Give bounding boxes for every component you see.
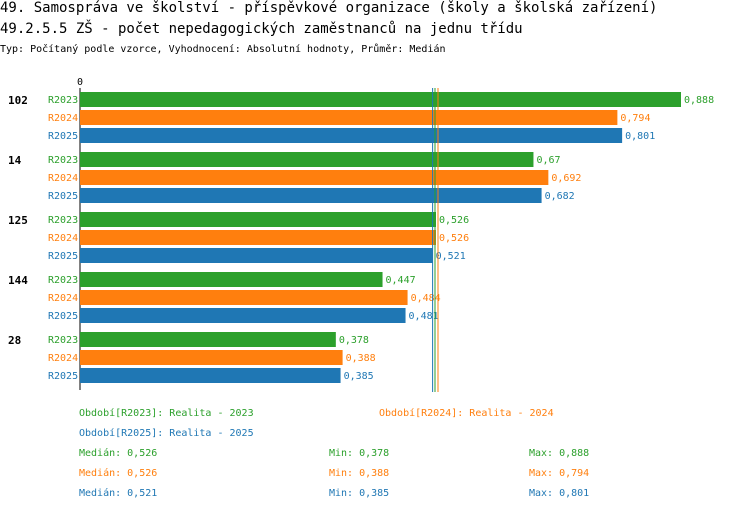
series-label-R2024: R2024 [48,113,78,124]
series-label-R2023: R2023 [48,95,78,106]
data-label-144-R2023: 0,447 [386,275,416,286]
stat-max-r2024: Max: 0,794 [529,468,590,479]
bar-102-R2023 [80,92,681,107]
stat-median-r2025: Medián: 0,521 [79,488,158,499]
data-label-125-R2025: 0,521 [436,251,466,262]
legend-r2025: Období[R2025]: Realita - 2025 [79,428,254,439]
series-label-R2025: R2025 [48,191,78,202]
series-label-R2023: R2023 [48,335,78,346]
bar-144-R2023 [80,272,383,287]
chart-subtitle: 49.2.5.5 ZŠ - počet nepedagogických zamě… [0,21,523,37]
data-label-102-R2023: 0,888 [684,95,714,106]
category-label-28: 28 [8,334,21,347]
bar-125-R2024 [80,230,436,245]
series-label-R2025: R2025 [48,131,78,142]
bar-14-R2024 [80,170,549,185]
stat-max-r2025: Max: 0,801 [529,488,590,499]
stat-max-r2023: Max: 0,888 [529,448,590,459]
series-label-R2024: R2024 [48,173,78,184]
data-label-125-R2024: 0,526 [439,233,469,244]
data-label-102-R2024: 0,794 [620,113,650,124]
bar-14-R2025 [80,188,542,203]
series-label-R2024: R2024 [48,353,78,364]
legend-r2023: Období[R2023]: Realita - 2023 [79,408,254,419]
category-label-125: 125 [8,214,28,227]
data-label-144-R2024: 0,484 [411,293,441,304]
legend-r2024: Období[R2024]: Realita - 2024 [379,408,554,419]
data-label-14-R2025: 0,682 [545,191,575,202]
data-label-28-R2025: 0,385 [344,371,374,382]
category-label-102: 102 [8,94,28,107]
bar-102-R2025 [80,128,623,143]
series-label-R2024: R2024 [48,233,78,244]
bar-28-R2025 [80,368,341,383]
bar-14-R2023 [80,152,534,167]
series-label-R2025: R2025 [48,251,78,262]
data-label-102-R2025: 0,801 [625,131,655,142]
bar-125-R2023 [80,212,436,227]
data-label-125-R2023: 0,526 [439,215,469,226]
stat-min-r2024: Min: 0,388 [329,468,390,479]
stat-median-r2024: Medián: 0,526 [79,468,158,479]
chart-type-description: Typ: Počítaný podle vzorce, Vyhodnocení:… [0,44,446,55]
bar-144-R2025 [80,308,406,323]
series-label-R2025: R2025 [48,311,78,322]
bar-144-R2024 [80,290,408,305]
data-label-14-R2023: 0,67 [536,155,560,166]
stat-median-r2023: Medián: 0,526 [79,448,158,459]
stat-min-r2023: Min: 0,378 [329,448,390,459]
category-label-14: 14 [8,154,22,167]
axis-zero-label: 0 [77,77,83,88]
bar-28-R2023 [80,332,336,347]
category-label-144: 144 [8,274,28,287]
bar-125-R2025 [80,248,433,263]
data-label-28-R2023: 0,378 [339,335,369,346]
series-label-R2023: R2023 [48,215,78,226]
data-label-14-R2024: 0,692 [551,173,581,184]
series-label-R2024: R2024 [48,293,78,304]
series-label-R2023: R2023 [48,275,78,286]
series-label-R2025: R2025 [48,371,78,382]
chart-title: 49. Samospráva ve školství - příspěvkové… [0,0,658,16]
bar-28-R2024 [80,350,343,365]
data-label-28-R2024: 0,388 [346,353,376,364]
data-label-144-R2025: 0,481 [409,311,439,322]
stat-min-r2025: Min: 0,385 [329,488,390,499]
series-label-R2023: R2023 [48,155,78,166]
bar-chart: 0 102 R2023 0,888 R2024 0,794 R2025 0,801 14 R202… [8,77,714,392]
bar-102-R2024 [80,110,618,125]
